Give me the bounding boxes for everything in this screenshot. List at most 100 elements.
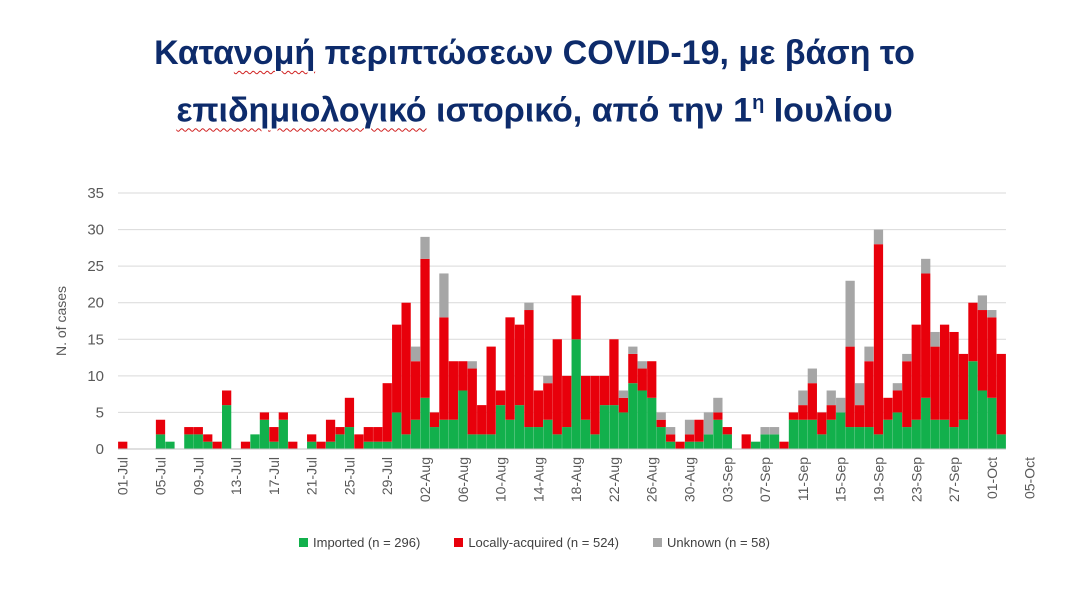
bar-unknown xyxy=(543,375,553,384)
bar-locally-acquired xyxy=(694,419,704,442)
chart-legend: Imported (n = 296) Locally-acquired (n =… xyxy=(0,535,1069,550)
bar-imported xyxy=(609,405,619,449)
y-tick-label: 5 xyxy=(96,404,104,421)
bar-imported xyxy=(854,427,865,449)
x-tick-label: 17-Jul xyxy=(266,457,282,495)
bar-unknown xyxy=(930,331,940,347)
bar-locally-acquired xyxy=(826,405,836,420)
bar-imported xyxy=(580,419,591,449)
bar-locally-acquired xyxy=(873,244,884,435)
bar-locally-acquired xyxy=(892,390,902,413)
bar-imported xyxy=(939,419,950,449)
x-tick-label: 01-Oct xyxy=(984,457,1000,499)
bar-unknown xyxy=(628,346,638,354)
bar-imported xyxy=(968,361,978,449)
bar-locally-acquired xyxy=(807,383,817,420)
bar-imported xyxy=(477,434,487,449)
legend-item-locally-acquired: Locally-acquired (n = 524) xyxy=(454,535,619,550)
bar-imported xyxy=(977,390,988,449)
bar-imported xyxy=(410,419,421,449)
bar-imported xyxy=(769,434,780,449)
bar-imported xyxy=(892,412,902,449)
y-axis-label: N. of cases xyxy=(53,286,69,356)
x-tick-label: 11-Sep xyxy=(795,457,811,501)
bar-imported xyxy=(278,419,288,449)
bar-unknown xyxy=(637,361,647,369)
bar-locally-acquired xyxy=(448,361,458,420)
bar-imported xyxy=(836,412,846,449)
bar-imported xyxy=(344,427,355,449)
bar-locally-acquired xyxy=(420,258,430,398)
bar-imported xyxy=(193,434,203,449)
bar-imported xyxy=(751,441,761,449)
bar-imported xyxy=(486,434,496,449)
legend-item-unknown: Unknown (n = 58) xyxy=(653,535,770,550)
bar-imported xyxy=(826,419,836,449)
bar-locally-acquired xyxy=(212,441,222,449)
bar-locally-acquired xyxy=(571,295,581,340)
bar-imported xyxy=(439,419,449,449)
x-tick-label: 14-Aug xyxy=(530,457,546,502)
legend-swatch-unknown xyxy=(653,538,662,547)
bar-imported xyxy=(684,441,695,449)
bar-unknown xyxy=(892,383,902,391)
bar-locally-acquired xyxy=(902,361,912,428)
bar-locally-acquired xyxy=(392,324,402,413)
bar-locally-acquired xyxy=(524,310,534,428)
bar-unknown xyxy=(798,390,808,406)
x-tick-label: 05-Jul xyxy=(153,457,169,495)
bar-imported xyxy=(222,405,232,449)
bar-locally-acquired xyxy=(599,375,610,406)
bar-unknown xyxy=(836,397,846,413)
bar-unknown xyxy=(618,390,629,398)
bar-locally-acquired xyxy=(193,427,203,435)
bar-locally-acquired xyxy=(118,441,128,449)
bar-locally-acquired xyxy=(864,361,874,428)
bar-imported xyxy=(325,441,336,449)
bar-locally-acquired xyxy=(429,412,440,428)
bar-imported xyxy=(524,427,534,449)
bar-unknown xyxy=(854,383,865,406)
bar-locally-acquired xyxy=(930,346,940,420)
bar-locally-acquired xyxy=(486,346,496,435)
bar-imported xyxy=(599,405,610,449)
bar-unknown xyxy=(467,361,477,369)
bar-locally-acquired xyxy=(854,405,865,428)
bar-locally-acquired xyxy=(439,317,449,420)
y-tick-label: 25 xyxy=(87,258,104,275)
x-tick-label: 26-Aug xyxy=(644,457,660,502)
bar-locally-acquired xyxy=(977,310,988,391)
bar-unknown xyxy=(410,346,421,362)
bar-locally-acquired xyxy=(798,405,808,420)
x-tick-label: 27-Sep xyxy=(946,457,962,502)
bar-imported xyxy=(401,434,411,449)
bar-locally-acquired xyxy=(845,346,855,428)
bar-locally-acquired xyxy=(911,324,921,420)
bar-locally-acquired xyxy=(373,427,383,442)
title-line-1: Κατανομή περιπτώσεων COVID-19, με βάση τ… xyxy=(154,34,915,72)
bar-locally-acquired xyxy=(656,419,666,428)
bar-locally-acquired xyxy=(543,383,553,420)
y-tick-label: 30 xyxy=(87,222,104,239)
bar-locally-acquired xyxy=(722,427,732,435)
bar-imported xyxy=(571,339,581,449)
bar-imported xyxy=(259,419,270,449)
bar-locally-acquired xyxy=(505,317,515,420)
bar-imported xyxy=(760,434,770,449)
bar-imported xyxy=(637,390,647,449)
bar-imported xyxy=(930,419,940,449)
bar-imported xyxy=(788,419,799,449)
x-tick-label: 09-Jul xyxy=(190,457,206,495)
x-tick-label: 25-Jul xyxy=(341,457,357,495)
bar-unknown xyxy=(420,236,430,259)
bar-locally-acquired xyxy=(354,434,364,449)
bar-imported xyxy=(250,434,260,449)
bar-imported xyxy=(184,434,194,449)
bar-unknown xyxy=(713,397,723,413)
bar-locally-acquired xyxy=(184,427,194,435)
bar-imported xyxy=(458,390,468,449)
bar-locally-acquired xyxy=(883,397,893,420)
bar-unknown xyxy=(845,280,855,347)
bar-locally-acquired xyxy=(533,390,544,428)
bar-locally-acquired xyxy=(278,412,288,420)
